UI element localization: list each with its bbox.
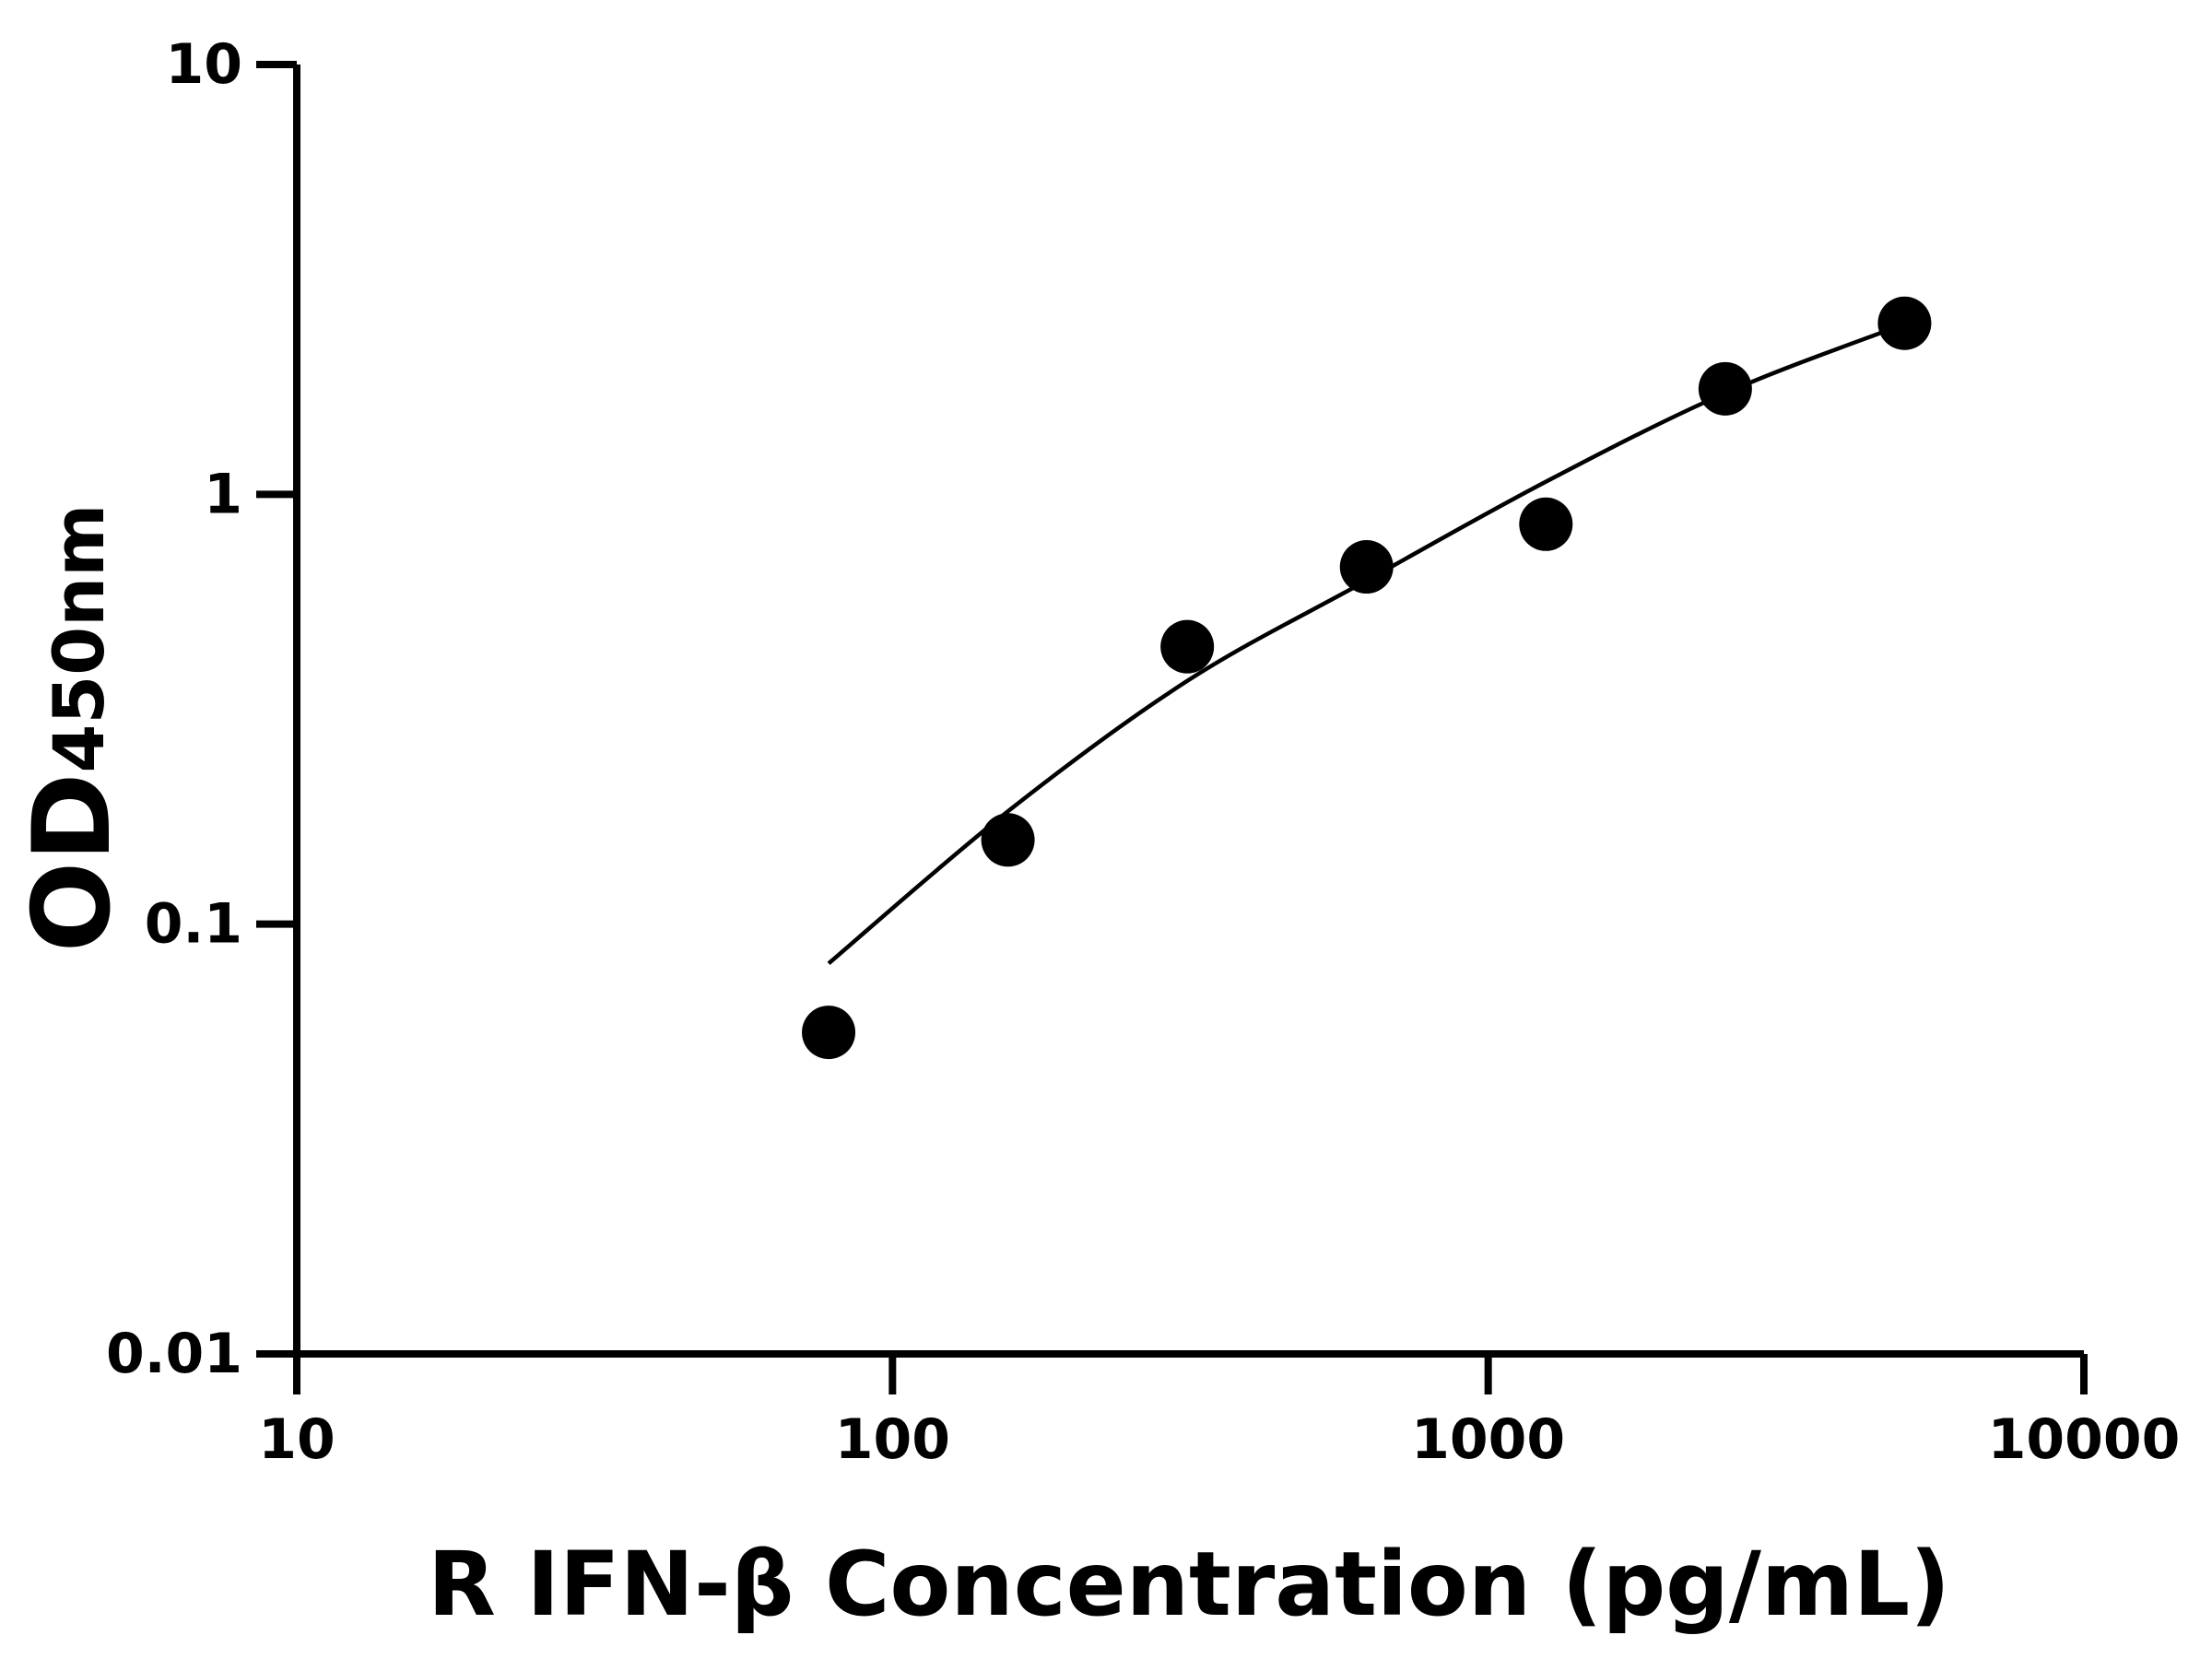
y-tick-label: 0.1 [145,892,242,957]
fit-curve [827,322,1906,966]
y-axis-title-subscript: 450nm [38,504,120,773]
data-point [1339,540,1394,594]
data-point [1519,497,1573,551]
tick-labels: 10 100 1000 10000 0.01 0.1 1 10 [106,32,2180,1472]
axes [256,61,2088,1394]
y-tick-label: 1 [204,462,242,526]
data-point [1160,619,1215,674]
y-axis-title-main: OD [10,773,135,953]
data-point [1698,361,1752,416]
x-tick-label: 10 [258,1407,335,1472]
data-point [981,813,1035,867]
x-tick-label: 100 [835,1407,950,1472]
data-points [802,296,1932,1060]
y-axis-title: OD450nm [10,504,135,953]
x-axis-title: R IFN-β Concentration (pg/mL) [428,1533,1950,1636]
y-tick-label: 10 [166,32,243,97]
x-tick-label: 1000 [1411,1407,1565,1472]
x-tick-label: 10000 [1988,1407,2181,1472]
data-point [1877,296,1932,350]
y-tick-label: 0.01 [106,1322,242,1386]
data-point [802,1006,856,1060]
